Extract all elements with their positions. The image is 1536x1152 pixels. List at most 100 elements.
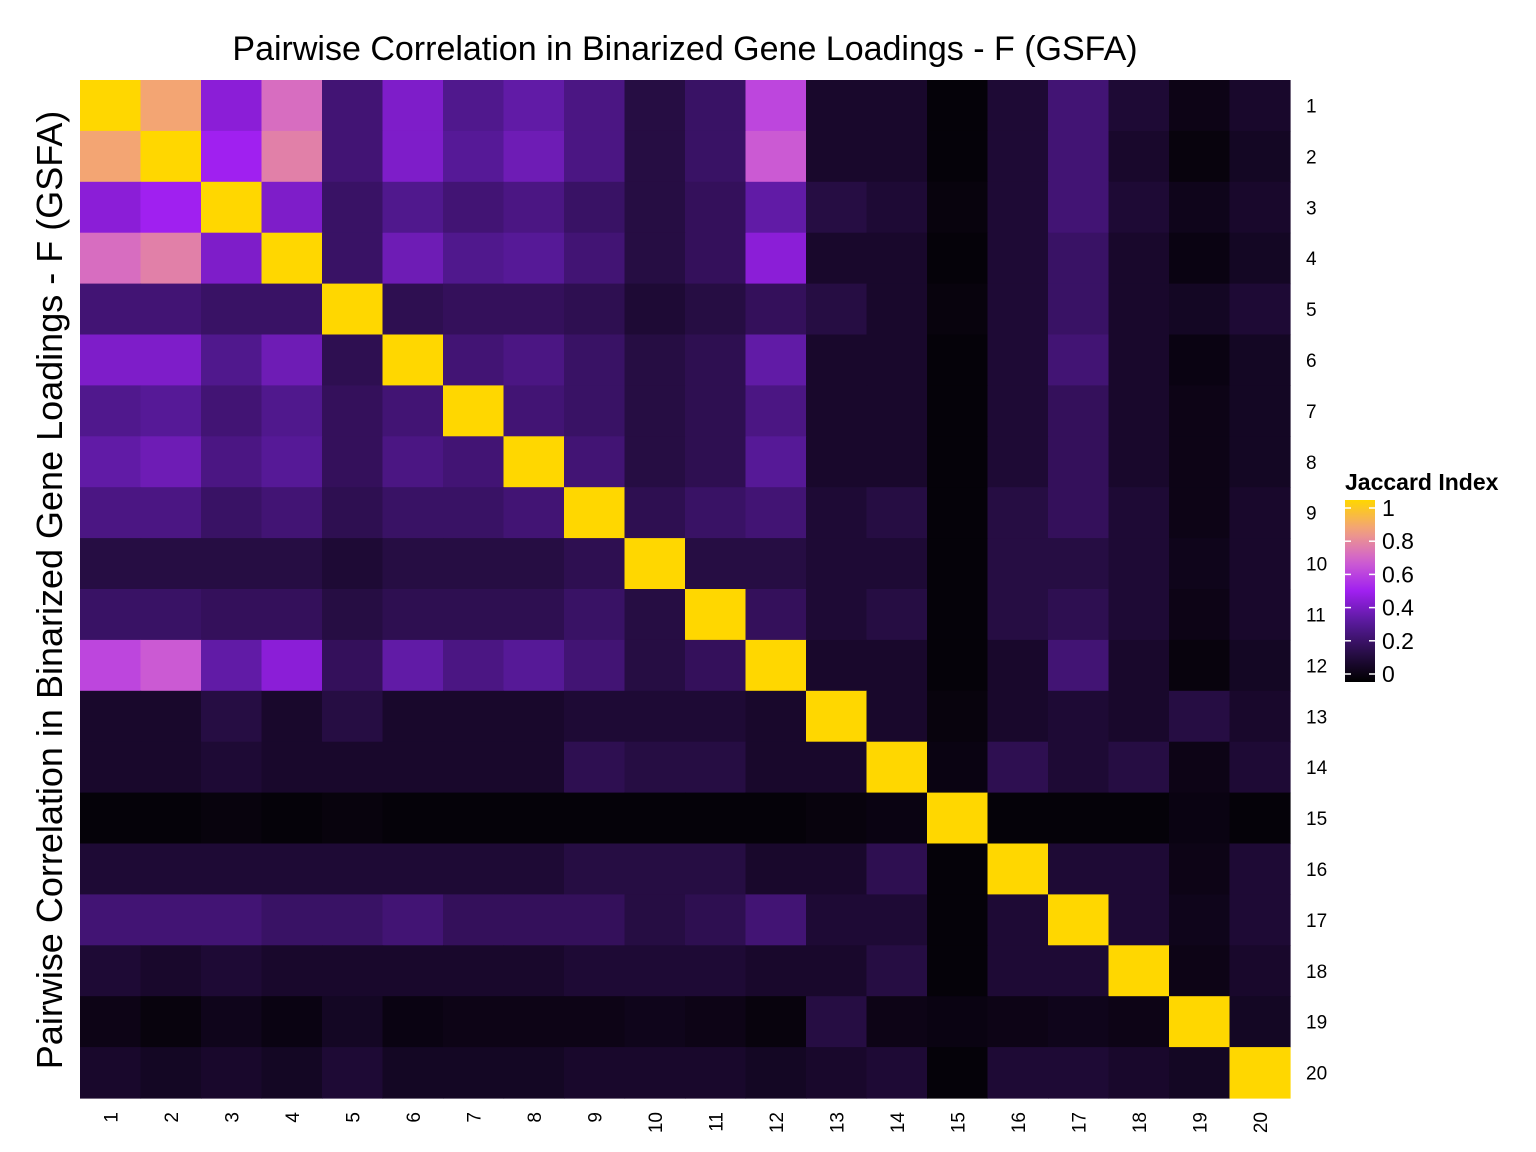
heatmap-cell [1048,181,1110,234]
heatmap-cell [261,334,323,386]
heatmap-cell [80,894,142,946]
heatmap-cell [261,283,323,336]
heatmap-cell [201,80,263,132]
heatmap-cell [443,945,505,997]
heatmap-cell [1108,843,1170,895]
row-tick-label: 5 [1306,300,1317,321]
heatmap-cell [987,894,1049,946]
heatmap-cell [382,130,444,183]
heatmap-cell [503,894,565,946]
heatmap-cell [140,130,202,183]
column-tick-label: 10 [646,1112,667,1133]
heatmap-cell [806,130,868,183]
heatmap-cell [806,538,868,590]
chart-title: Pairwise Correlation in Binarized Gene L… [232,30,1137,68]
heatmap-cell [1169,130,1231,183]
heatmap-cell [1229,843,1291,895]
heatmap-cell [503,639,565,692]
heatmap-cell [987,792,1049,845]
heatmap-cell [443,436,505,488]
column-tick-label: 3 [222,1112,243,1123]
legend-label: 0.2 [1382,628,1414,654]
heatmap-cell [261,1047,323,1099]
heatmap-cell [382,996,444,1048]
heatmap-cell [564,945,626,997]
heatmap-cell [1229,894,1291,946]
heatmap-cell [1048,996,1110,1048]
heatmap-cell [382,843,444,895]
heatmap-cell [745,792,807,845]
heatmap-cell [443,741,505,794]
heatmap-cell [806,1047,868,1099]
heatmap-cell [201,181,263,234]
heatmap-cell [806,334,868,386]
heatmap-cell [443,843,505,895]
heatmap-cell [1048,436,1110,488]
heatmap-cell [987,996,1049,1048]
heatmap-cell [140,283,202,336]
heatmap-cell [1169,334,1231,386]
heatmap-cell [140,1047,202,1099]
legend: Jaccard Index 0 0.2 0.4 0.6 0.8 1 [1345,469,1499,687]
heatmap-cell [443,639,505,692]
heatmap-cell [866,232,928,285]
heatmap-cell [927,80,989,132]
heatmap-cell [443,538,505,590]
heatmap-cell [443,996,505,1048]
heatmap-cell [806,792,868,845]
heatmap-cell [745,843,807,895]
heatmap-cell [503,1047,565,1099]
heatmap-cell [987,1047,1049,1099]
heatmap-cell [987,690,1049,743]
heatmap-cell [322,690,384,743]
heatmap-cell [1048,232,1110,285]
heatmap-cell [503,945,565,997]
heatmap-cell [80,436,142,488]
heatmap-cell [564,894,626,946]
heatmap-cell [927,538,989,590]
heatmap-cell [745,334,807,386]
heatmap-cell [322,385,384,437]
column-tick-label: 8 [525,1112,546,1123]
heatmap-cell [745,945,807,997]
heatmap-cell [443,181,505,234]
heatmap-cell [1048,945,1110,997]
heatmap-cell [806,690,868,743]
heatmap-cell [140,894,202,946]
heatmap-cell [987,436,1049,488]
row-tick-label: 1 [1306,96,1317,117]
heatmap-cell [1108,996,1170,1048]
heatmap-cell [624,843,686,895]
heatmap-cell [1108,80,1170,132]
heatmap-cell [201,1047,263,1099]
heatmap-cell [201,792,263,845]
heatmap-cell [322,1047,384,1099]
heatmap-cell [806,436,868,488]
heatmap-cell [201,487,263,539]
heatmap-cell [1169,996,1231,1048]
heatmap-cell [685,843,747,895]
heatmap-cell [80,945,142,997]
heatmap-cell [261,538,323,590]
column-tick-label: 9 [585,1112,606,1123]
row-tick-label: 8 [1306,453,1317,474]
heatmap-cell [1169,538,1231,590]
heatmap-cell [745,1047,807,1099]
heatmap-cell [503,487,565,539]
heatmap-cell [1169,894,1231,946]
heatmap-cells [80,80,1291,1099]
legend-label: 0 [1382,661,1395,687]
heatmap-cell [261,487,323,539]
heatmap-cell [564,589,626,641]
heatmap-cell [140,843,202,895]
heatmap-cell [80,283,142,336]
heatmap-cell [745,283,807,336]
heatmap-cell [201,741,263,794]
heatmap-cell [261,843,323,895]
heatmap-cell [503,334,565,386]
heatmap-cell [685,996,747,1048]
heatmap-cell [564,792,626,845]
column-tick-label: 14 [888,1112,909,1134]
heatmap-cell [685,80,747,132]
heatmap-cell [201,283,263,336]
